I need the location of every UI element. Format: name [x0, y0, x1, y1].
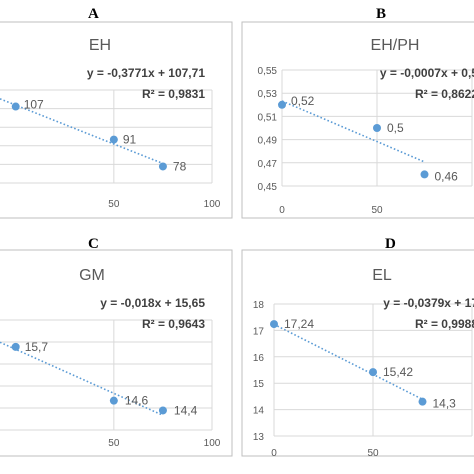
chart-title: EH: [89, 37, 111, 54]
trendline: [273, 323, 423, 401]
data-point: [270, 320, 278, 329]
x-tick-label: 50: [367, 448, 379, 459]
chart-border-0: [0, 21, 233, 219]
data-point: [158, 406, 167, 415]
chart-title: EH/PH: [371, 37, 420, 54]
chart-border-1: [241, 21, 474, 219]
data-label: 91: [123, 133, 137, 147]
trendline: [0, 341, 164, 417]
y-tick-label: 14: [253, 406, 265, 417]
chart-border-3: [241, 249, 474, 457]
data-point: [109, 396, 118, 405]
data-point: [11, 342, 20, 351]
panel-letter-c: C: [88, 236, 99, 252]
y-tick-label: 0,55: [258, 66, 278, 77]
data-point: [278, 100, 286, 109]
trend-equation: y = -0,3771x + 107,71: [87, 66, 205, 80]
r-squared: R² = 0,8622: [415, 87, 474, 101]
y-tick-label: 0,49: [258, 136, 278, 147]
trendline: [281, 100, 425, 163]
data-label: 0,46: [435, 169, 459, 183]
panel-letter-d: D: [385, 236, 396, 252]
trend-equation: y = -0,0007x + 0,5: [380, 66, 474, 80]
y-tick-label: 0,45: [258, 182, 278, 193]
y-tick-label: 16: [253, 353, 265, 364]
y-tick-label: 0,51: [258, 112, 278, 123]
data-label: 107: [24, 98, 44, 112]
data-point: [109, 135, 118, 144]
y-tick-label: 0,47: [258, 159, 278, 170]
trend-equation: y = -0,0379x + 17: [383, 296, 474, 310]
data-point: [373, 124, 381, 132]
x-tick-label: 50: [371, 205, 383, 216]
r-squared: R² = 0,9831: [142, 87, 205, 101]
data-label: 78: [173, 159, 187, 173]
x-tick-label: 50: [108, 438, 120, 449]
data-label: 14,6: [125, 394, 149, 408]
data-label: 14,3: [433, 397, 457, 411]
panel-letter-b: B: [376, 6, 387, 22]
x-tick-label: 50: [108, 199, 120, 210]
x-tick-label: 100: [204, 438, 221, 449]
data-point: [11, 102, 20, 111]
trendline: [0, 98, 164, 165]
panel-letter-a: A: [88, 6, 99, 22]
data-label: 0,5: [387, 121, 404, 135]
y-tick-label: 18: [253, 300, 265, 311]
y-tick-label: 0,53: [258, 89, 278, 100]
chart-border-2: [0, 249, 233, 457]
chart-title: EL: [372, 267, 392, 284]
y-tick-label: 17: [253, 326, 265, 337]
data-label: 15,42: [383, 365, 413, 379]
y-tick-label: 15: [253, 379, 265, 390]
x-tick-label: 0: [279, 205, 285, 216]
trend-equation: y = -0,018x + 15,65: [100, 296, 205, 310]
data-label: 0,52: [291, 94, 315, 108]
data-point: [369, 368, 377, 377]
data-label: 17,24: [284, 317, 314, 331]
r-squared: R² = 0,9988: [415, 317, 474, 331]
x-tick-label: 0: [271, 448, 277, 459]
r-squared: R² = 0,9643: [142, 317, 205, 331]
x-tick-label: 100: [204, 199, 221, 210]
data-label: 14,4: [174, 403, 198, 417]
data-label: 15,7: [25, 340, 49, 354]
data-point: [418, 397, 427, 406]
data-point: [420, 170, 429, 179]
chart-title: GM: [79, 267, 105, 284]
y-tick-label: 13: [253, 432, 265, 443]
data-point: [158, 162, 167, 171]
